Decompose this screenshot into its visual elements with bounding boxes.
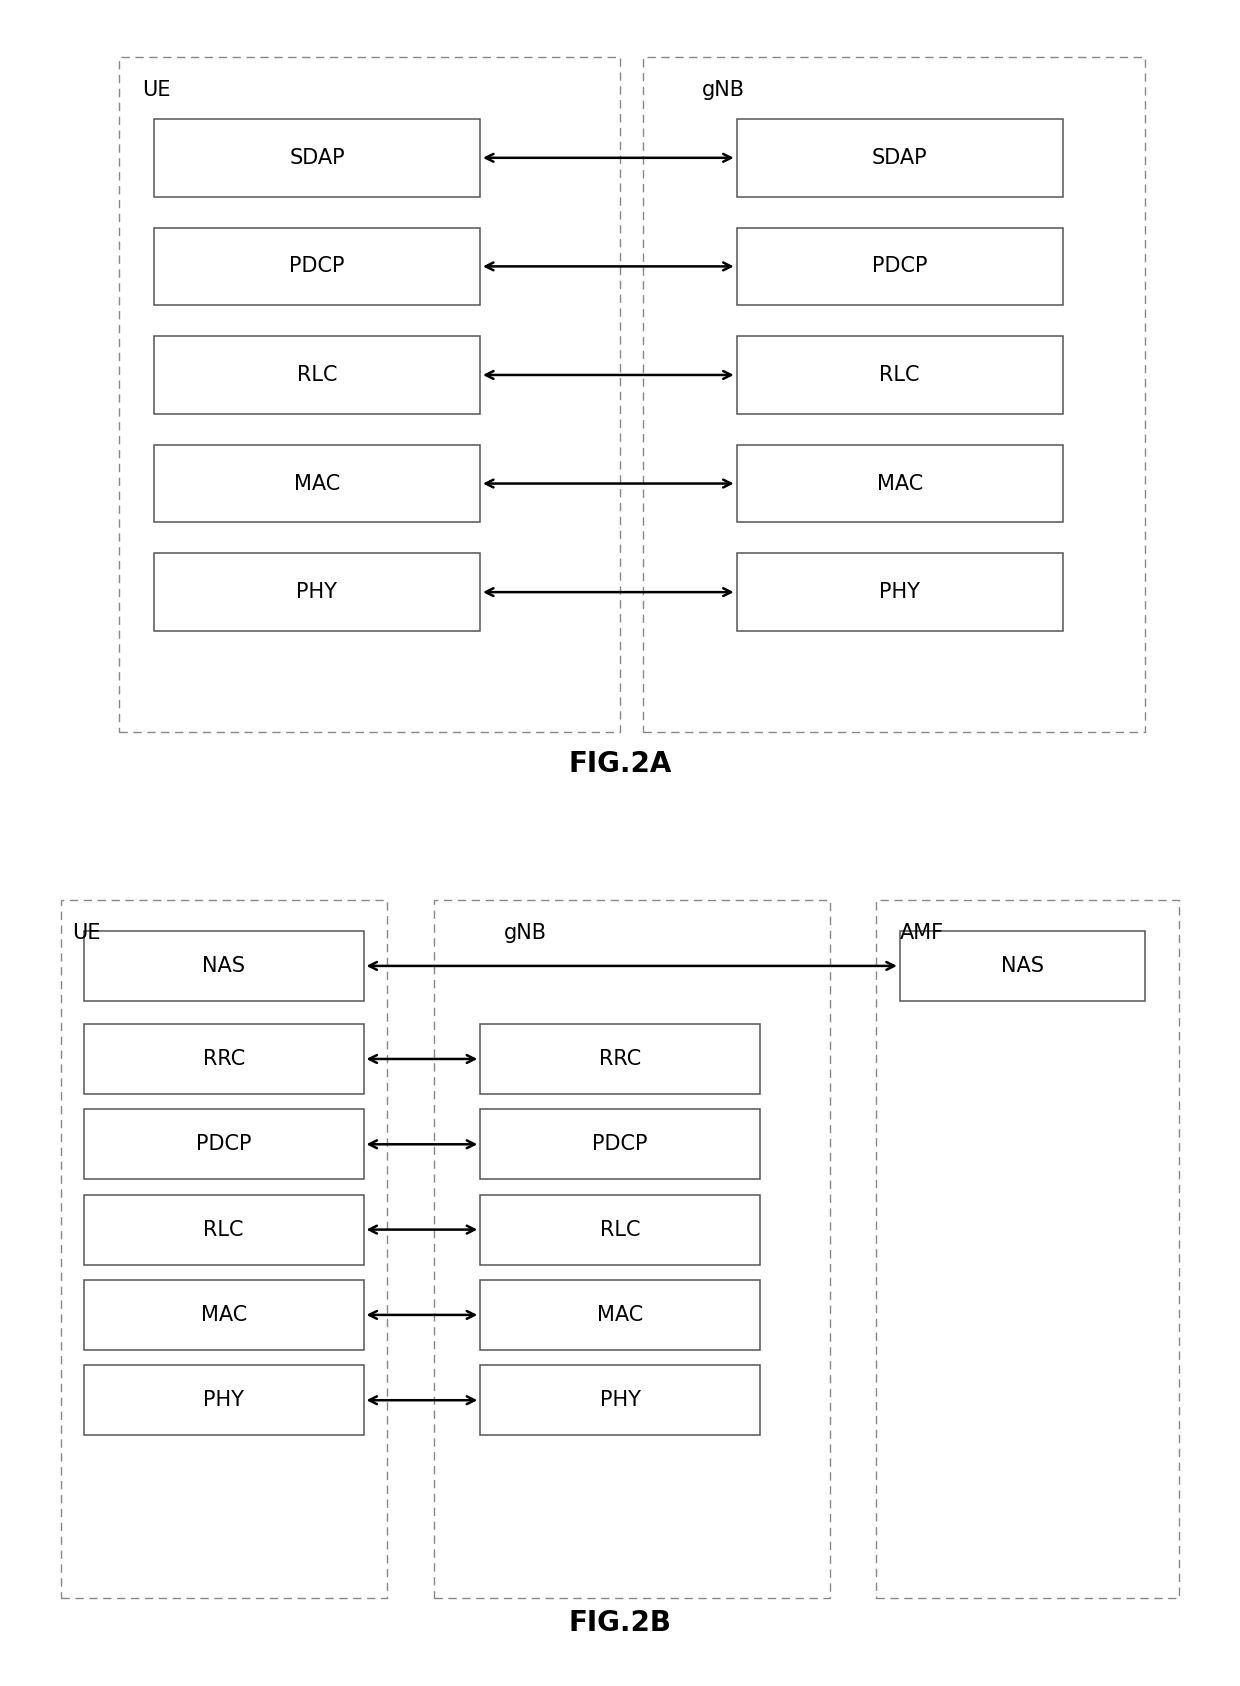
Text: PDCP: PDCP bbox=[289, 256, 345, 277]
Text: NAS: NAS bbox=[202, 956, 246, 976]
Text: MAC: MAC bbox=[877, 474, 923, 494]
Bar bbox=[154, 553, 480, 631]
Bar bbox=[480, 1195, 760, 1264]
Text: SDAP: SDAP bbox=[289, 148, 345, 169]
Text: gNB: gNB bbox=[702, 81, 744, 99]
Text: MAC: MAC bbox=[596, 1305, 644, 1325]
Text: RLC: RLC bbox=[203, 1219, 244, 1239]
Bar bbox=[737, 228, 1063, 305]
Bar bbox=[154, 445, 480, 523]
Bar bbox=[84, 1366, 363, 1435]
Bar bbox=[154, 336, 480, 413]
Bar bbox=[737, 120, 1063, 197]
Bar bbox=[154, 120, 480, 197]
Text: PDCP: PDCP bbox=[593, 1135, 647, 1155]
Bar bbox=[84, 1195, 363, 1264]
Bar bbox=[737, 336, 1063, 413]
Text: PHY: PHY bbox=[203, 1391, 244, 1409]
Text: PHY: PHY bbox=[879, 582, 920, 602]
Bar bbox=[480, 1366, 760, 1435]
Bar bbox=[644, 57, 1145, 732]
Text: RLC: RLC bbox=[600, 1219, 640, 1239]
Text: MAC: MAC bbox=[294, 474, 340, 494]
Bar bbox=[480, 1280, 760, 1350]
Bar bbox=[480, 1109, 760, 1179]
Bar bbox=[434, 900, 830, 1598]
Text: gNB: gNB bbox=[503, 924, 547, 942]
Text: UE: UE bbox=[72, 924, 100, 942]
Text: AMF: AMF bbox=[900, 924, 944, 942]
Text: RLC: RLC bbox=[879, 364, 920, 384]
Bar bbox=[154, 228, 480, 305]
Bar bbox=[480, 1023, 760, 1094]
Text: RLC: RLC bbox=[296, 364, 337, 384]
Bar bbox=[877, 900, 1179, 1598]
Text: UE: UE bbox=[143, 81, 171, 99]
Text: RRC: RRC bbox=[202, 1049, 244, 1069]
Text: FIG.2A: FIG.2A bbox=[568, 750, 672, 779]
Bar bbox=[737, 553, 1063, 631]
Bar bbox=[737, 445, 1063, 523]
Text: FIG.2B: FIG.2B bbox=[568, 1608, 672, 1637]
Text: MAC: MAC bbox=[201, 1305, 247, 1325]
Text: SDAP: SDAP bbox=[872, 148, 928, 169]
Text: PDCP: PDCP bbox=[872, 256, 928, 277]
Bar bbox=[84, 1023, 363, 1094]
Bar bbox=[119, 57, 620, 732]
Bar bbox=[84, 1109, 363, 1179]
Bar bbox=[84, 1280, 363, 1350]
Text: PDCP: PDCP bbox=[196, 1135, 252, 1155]
Text: NAS: NAS bbox=[1001, 956, 1044, 976]
Text: PHY: PHY bbox=[599, 1391, 641, 1409]
Bar bbox=[61, 900, 387, 1598]
Text: PHY: PHY bbox=[296, 582, 337, 602]
Text: RRC: RRC bbox=[599, 1049, 641, 1069]
Bar bbox=[900, 931, 1145, 1001]
Bar bbox=[84, 931, 363, 1001]
